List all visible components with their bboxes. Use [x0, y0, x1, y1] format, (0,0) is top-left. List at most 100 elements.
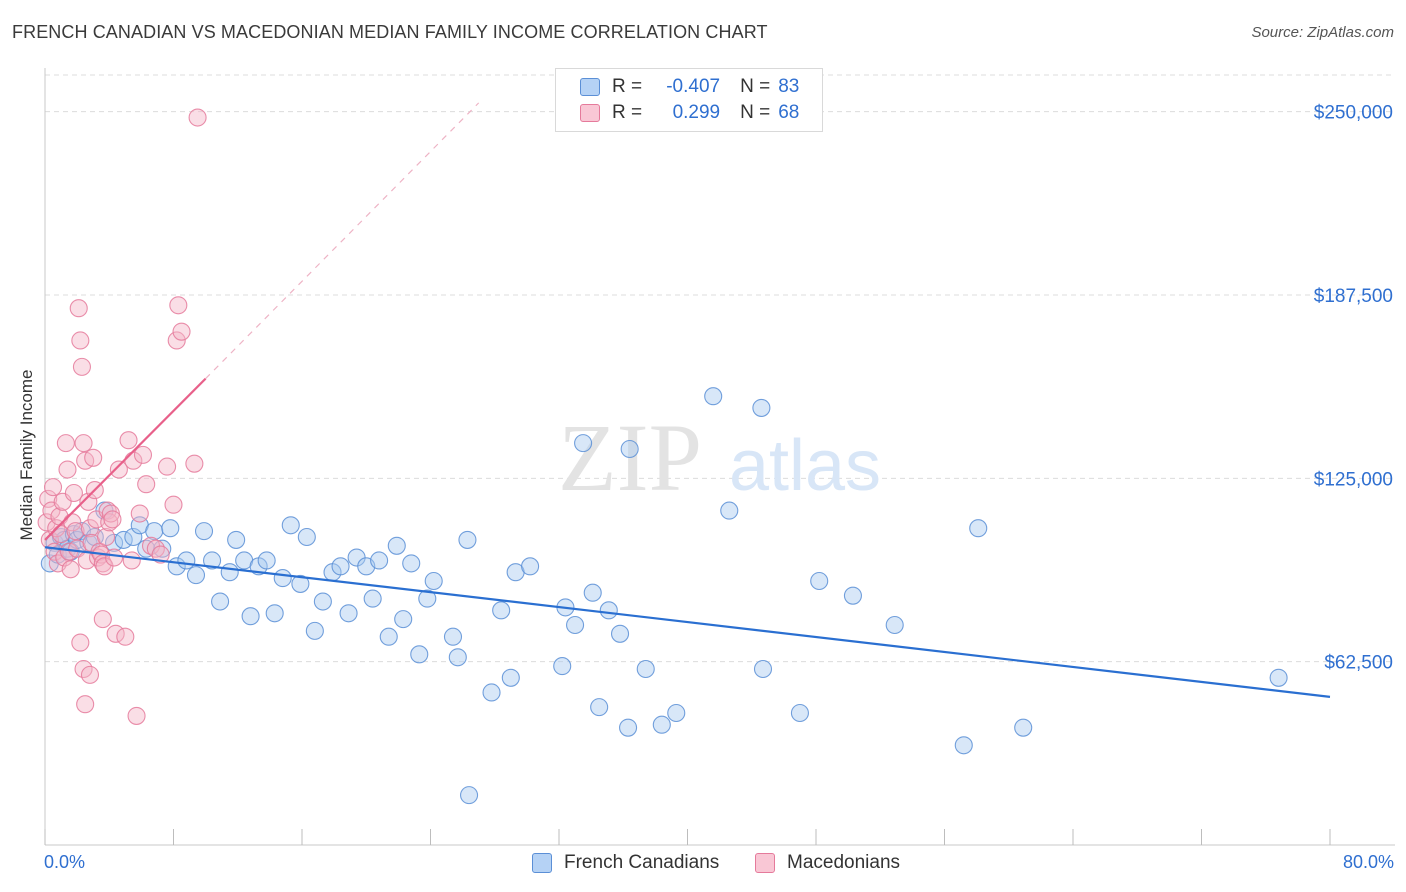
data-point: [137, 475, 156, 494]
data-point: [843, 586, 862, 605]
legend-item-french-canadians[interactable]: French Canadians: [532, 852, 719, 874]
legend-n-value: 68: [778, 102, 800, 123]
data-point: [72, 357, 91, 376]
legend-row-macedonians: R = 0.299 N = 68: [580, 100, 799, 126]
data-point: [71, 331, 90, 350]
data-point: [790, 703, 809, 723]
data-point: [96, 527, 116, 547]
data-point: [167, 331, 186, 350]
data-point: [969, 519, 988, 538]
data-point: [387, 536, 406, 555]
data-point: [161, 519, 180, 538]
pink-swatch: [580, 104, 600, 122]
data-point: [619, 718, 638, 737]
data-point: [39, 489, 58, 508]
data-point: [1269, 668, 1288, 687]
data-point: [186, 566, 206, 585]
data-point: [74, 434, 93, 453]
pink-swatch: [755, 853, 775, 873]
data-point: [84, 448, 103, 467]
x-tick-min: 0.0%: [44, 852, 86, 872]
data-point: [424, 571, 443, 591]
data-point: [448, 648, 467, 667]
data-point: [610, 624, 630, 643]
data-point: [257, 551, 276, 570]
data-point: [305, 621, 324, 640]
data-point: [521, 557, 540, 576]
data-point: [273, 569, 292, 588]
data-point: [566, 615, 585, 635]
data-point: [458, 530, 477, 549]
data-point: [101, 504, 120, 523]
trend-extension-macedonians: [205, 102, 480, 380]
data-point: [1014, 718, 1033, 737]
data-point: [331, 557, 350, 576]
data-point: [124, 527, 143, 547]
data-point: [652, 715, 671, 734]
data-point: [203, 551, 222, 570]
correlation-legend: R = -0.407 N = 83 R = 0.299 N = 68: [555, 68, 823, 132]
data-point: [66, 522, 85, 541]
data-point: [133, 445, 153, 464]
data-point: [297, 527, 316, 547]
source-label: Source: ZipAtlas.com: [1251, 24, 1394, 41]
data-point: [553, 657, 572, 676]
legend-n-value: 83: [778, 76, 800, 97]
y-tick-label: $125,000: [1314, 469, 1393, 490]
y-tick-label: $250,000: [1314, 103, 1393, 124]
data-point: [459, 786, 479, 805]
series-legend: French Canadians Macedonians: [0, 852, 1406, 878]
trend-line-macedonians: [44, 377, 207, 541]
data-point: [265, 604, 284, 623]
data-point: [194, 522, 214, 541]
data-point: [720, 501, 739, 520]
watermark-atlas: atlas: [729, 426, 881, 506]
data-point: [241, 607, 260, 626]
data-point: [574, 434, 593, 453]
legend-item-macedonians[interactable]: Macedonians: [755, 852, 900, 874]
trend-line-french-canadians: [44, 546, 1331, 698]
data-point: [79, 492, 98, 511]
data-point: [164, 495, 183, 514]
legend-n-label: N =: [740, 76, 771, 97]
gridlines: [45, 74, 1395, 663]
data-point: [93, 610, 112, 629]
blue-swatch: [532, 853, 552, 873]
legend-item-label: Macedonians: [787, 852, 901, 873]
data-point: [667, 703, 686, 723]
data-point: [313, 592, 332, 611]
data-point: [109, 460, 128, 479]
data-point: [599, 601, 618, 620]
data-point: [410, 645, 429, 664]
data-point: [185, 454, 204, 473]
data-point: [58, 460, 77, 479]
data-point: [188, 108, 207, 127]
legend-r-label: R =: [612, 76, 643, 97]
data-point: [76, 695, 95, 714]
data-point: [227, 530, 246, 549]
data-point: [492, 601, 511, 620]
data-point: [363, 589, 382, 608]
data-point: [753, 659, 773, 679]
data-point: [281, 516, 300, 535]
data-point: [482, 683, 501, 702]
data-point: [752, 398, 771, 417]
data-point: [116, 627, 135, 646]
legend-r-label: R =: [612, 102, 643, 123]
series-french-canadians: [40, 387, 1288, 805]
data-point: [379, 627, 398, 646]
data-point: [64, 483, 83, 503]
data-point: [291, 574, 310, 593]
watermark: ZIP atlas: [558, 404, 881, 511]
blue-swatch: [580, 78, 600, 96]
data-point: [177, 551, 196, 570]
data-point: [810, 571, 829, 591]
data-point: [704, 387, 723, 406]
data-point: [370, 551, 389, 570]
data-point: [158, 457, 177, 476]
data-point: [620, 439, 639, 459]
data-point: [636, 659, 655, 679]
trend-lines: [44, 102, 1331, 698]
legend-n-label: N =: [740, 102, 771, 123]
